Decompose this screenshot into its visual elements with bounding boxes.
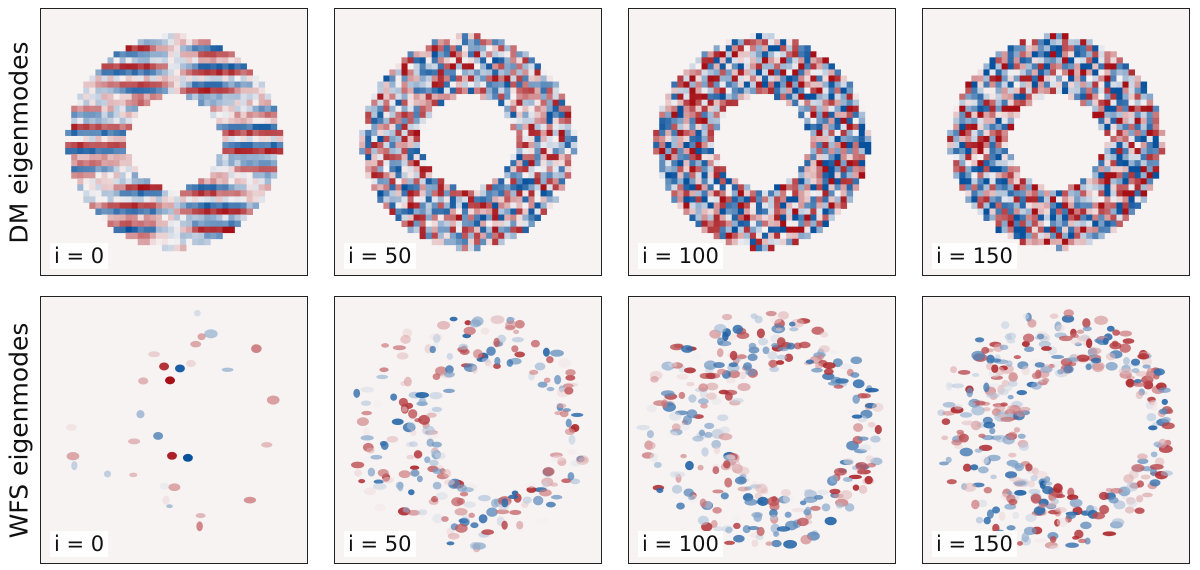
row-label-wfs: WFS eigenmodes xyxy=(0,296,38,564)
dm-mode-map-50 xyxy=(359,33,578,252)
panel-label: i = 100 xyxy=(638,531,723,557)
dm-mode-panel-50: i = 50 xyxy=(334,8,602,276)
wfs-mode-map-150 xyxy=(937,309,1175,550)
row-label-wfs-text: WFS eigenmodes xyxy=(4,322,34,538)
dm-mode-panel-0: i = 0 xyxy=(40,8,308,276)
dm-mode-map-150 xyxy=(947,33,1166,252)
row-label-dm-text: DM eigenmodes xyxy=(4,40,34,244)
wfs-mode-panel-150: i = 150 xyxy=(922,296,1190,564)
dm-mode-panel-150: i = 150 xyxy=(922,8,1190,276)
panel-label: i = 50 xyxy=(344,243,416,269)
panel-label: i = 150 xyxy=(932,531,1017,557)
dm-mode-map-0 xyxy=(65,33,284,252)
wfs-mode-map-50 xyxy=(350,315,589,553)
wfs-mode-panel-0: i = 0 xyxy=(40,296,308,564)
wfs-mode-map-0 xyxy=(65,309,280,532)
panel-label: i = 150 xyxy=(932,243,1017,269)
row-label-dm: DM eigenmodes xyxy=(0,8,38,276)
panel-label: i = 0 xyxy=(50,531,109,557)
wfs-mode-panel-100: i = 100 xyxy=(628,296,896,564)
panel-label: i = 0 xyxy=(50,243,109,269)
wfs-mode-panel-50: i = 50 xyxy=(334,296,602,564)
dm-mode-map-100 xyxy=(653,33,872,252)
dm-mode-panel-100: i = 100 xyxy=(628,8,896,276)
panel-label: i = 50 xyxy=(344,531,416,557)
wfs-mode-map-100 xyxy=(636,310,884,549)
panel-label: i = 100 xyxy=(638,243,723,269)
